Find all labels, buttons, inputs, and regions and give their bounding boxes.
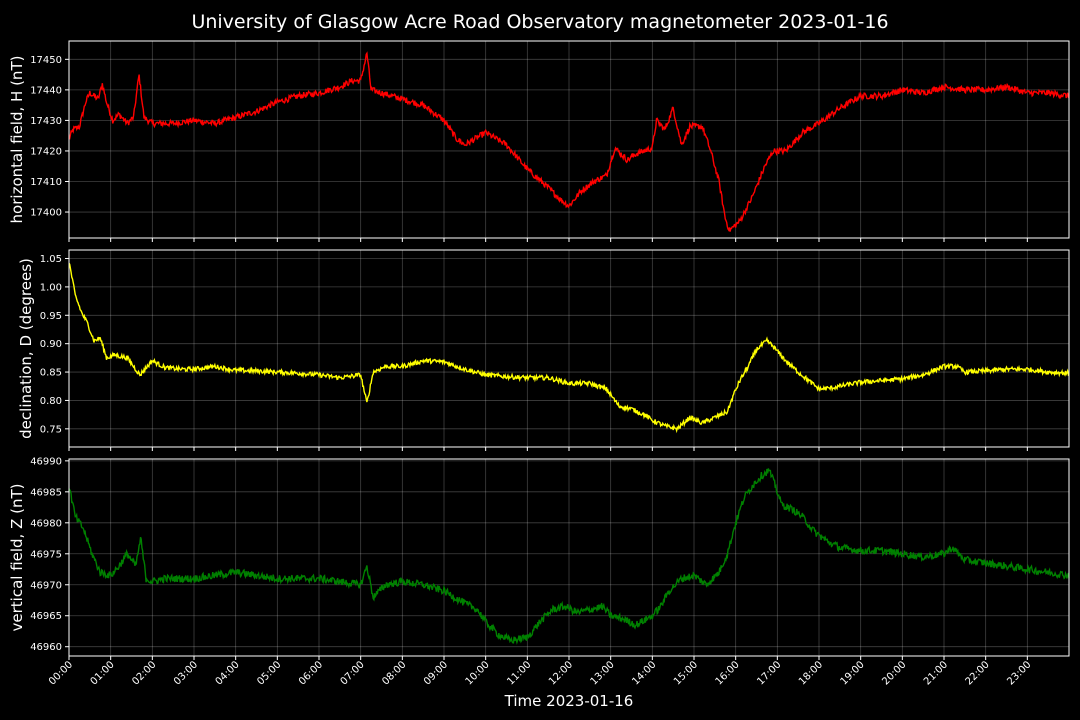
x-tick-label: 22:00 xyxy=(964,659,992,687)
y-tick-label: 0.80 xyxy=(40,396,62,407)
x-tick-label: 01:00 xyxy=(89,659,117,687)
y-tick-label: 1.00 xyxy=(40,282,62,293)
y-tick-label: 0.75 xyxy=(40,424,62,435)
chart-title: University of Glasgow Acre Road Observat… xyxy=(191,11,888,33)
y-tick-label: 0.85 xyxy=(40,368,62,379)
y-tick-label: 46970 xyxy=(30,580,62,591)
x-tick-label: 10:00 xyxy=(464,659,492,687)
panel-frame xyxy=(68,40,1070,239)
x-axis-ticks: 00:00 01:00 02:00 03:00 04:00 05:00 06:00 07:00… xyxy=(47,659,1033,687)
x-tick-label: 07:00 xyxy=(339,659,367,687)
x-tick-label: 21:00 xyxy=(922,659,950,687)
panel-1: 17400 17410 17420 17430 17440 17450 horizontal… xyxy=(8,40,1070,242)
x-tick-label: 20:00 xyxy=(880,659,908,687)
x-tick-label: 09:00 xyxy=(422,659,450,687)
x-tick-label: 00:00 xyxy=(47,659,75,687)
series-line xyxy=(68,262,1070,434)
y-axis-label: vertical field, Z (nT) xyxy=(8,483,26,631)
y-tick-label: 17430 xyxy=(30,116,62,127)
x-tick-label: 02:00 xyxy=(130,659,158,687)
x-tick-label: 14:00 xyxy=(630,659,658,687)
x-tick-label: 08:00 xyxy=(380,659,408,687)
y-tick-label: 17450 xyxy=(30,55,62,66)
y-tick-label: 17440 xyxy=(30,85,62,96)
x-tick-label: 15:00 xyxy=(672,659,700,687)
y-axis-label: horizontal field, H (nT) xyxy=(8,56,26,224)
x-tick-label: 23:00 xyxy=(1005,659,1033,687)
panel-2: 0.75 0.80 0.85 0.90 0.95 1.00 1.05 declination,… xyxy=(17,249,1070,451)
panels: 17400 17410 17420 17430 17440 17450 horizontal… xyxy=(8,40,1070,660)
y-tick-label: 46990 xyxy=(30,456,62,467)
x-tick-label: 18:00 xyxy=(797,659,825,687)
y-tick-label: 46975 xyxy=(30,549,62,560)
y-tick-label: 46985 xyxy=(30,487,62,498)
x-tick-label: 04:00 xyxy=(214,659,242,687)
x-tick-label: 19:00 xyxy=(839,659,867,687)
y-tick-label: 17420 xyxy=(30,146,62,157)
y-tick-label: 46960 xyxy=(30,642,62,653)
x-tick-label: 03:00 xyxy=(172,659,200,687)
y-tick-label: 1.05 xyxy=(40,254,62,265)
y-tick-label: 46980 xyxy=(30,518,62,529)
x-tick-label: 05:00 xyxy=(255,659,283,687)
x-tick-label: 06:00 xyxy=(297,659,325,687)
y-tick-label: 0.95 xyxy=(40,311,62,322)
panel-3: 46960 46965 46970 46975 46980 46985 46990 verti… xyxy=(8,456,1070,660)
panel-frame xyxy=(68,458,1070,657)
y-axis-label: declination, D (degrees) xyxy=(17,258,35,439)
x-axis-label: Time 2023-01-16 xyxy=(504,692,634,710)
panel-frame xyxy=(68,249,1070,448)
y-tick-label: 0.90 xyxy=(40,339,62,350)
y-tick-label: 17410 xyxy=(30,177,62,188)
x-tick-label: 12:00 xyxy=(547,659,575,687)
y-tick-label: 17400 xyxy=(30,208,62,219)
series-line xyxy=(68,51,1070,232)
series-line xyxy=(68,468,1070,645)
y-tick-label: 46965 xyxy=(30,611,62,622)
x-tick-label: 17:00 xyxy=(755,659,783,687)
x-tick-label: 11:00 xyxy=(505,659,533,687)
x-tick-label: 13:00 xyxy=(589,659,617,687)
x-tick-label: 16:00 xyxy=(714,659,742,687)
